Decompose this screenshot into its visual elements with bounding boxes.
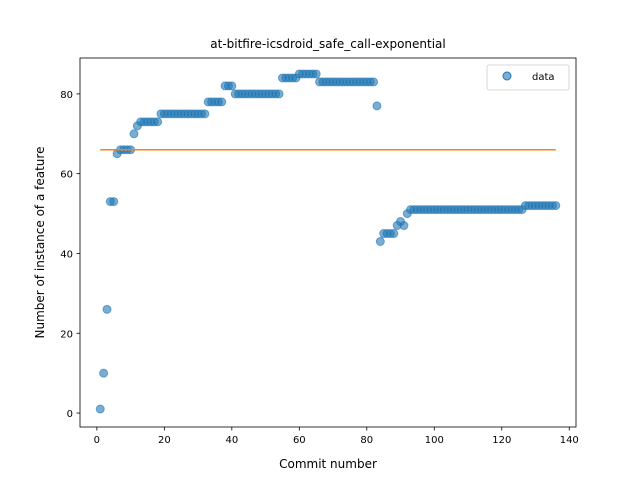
y-tick-label: 20 bbox=[60, 329, 73, 340]
x-tick-label: 80 bbox=[360, 435, 373, 446]
data-point bbox=[102, 304, 112, 314]
ticks: 0 20 40 60 80 100 120 140 0 20 40 60 80 bbox=[60, 90, 579, 446]
data-point bbox=[551, 201, 561, 211]
x-tick-label: 40 bbox=[225, 435, 238, 446]
data-point bbox=[153, 117, 163, 127]
data-point bbox=[227, 81, 237, 91]
data-point bbox=[389, 229, 399, 239]
y-tick-label: 80 bbox=[60, 90, 73, 101]
data-point bbox=[129, 129, 139, 139]
x-tick-label: 20 bbox=[158, 435, 171, 446]
x-tick-label: 140 bbox=[560, 435, 579, 446]
data-point bbox=[109, 197, 119, 207]
data-point bbox=[217, 97, 227, 107]
x-tick-label: 60 bbox=[293, 435, 306, 446]
data-point bbox=[399, 221, 409, 231]
x-axis-label: Commit number bbox=[279, 457, 377, 471]
x-tick-label: 100 bbox=[425, 435, 444, 446]
y-axis-label: Number of instance of a feature bbox=[33, 147, 47, 339]
legend-box bbox=[486, 64, 570, 91]
legend-label-data: data bbox=[532, 72, 555, 83]
x-tick-label: 0 bbox=[94, 435, 100, 446]
axes-frame bbox=[79, 57, 577, 428]
y-tick-label: 40 bbox=[60, 249, 73, 260]
plot-area bbox=[95, 69, 561, 414]
legend: data bbox=[486, 64, 570, 91]
y-tick-label: 60 bbox=[60, 170, 73, 181]
data-point bbox=[99, 368, 109, 378]
data-point bbox=[372, 101, 382, 111]
x-tick-label: 120 bbox=[492, 435, 511, 446]
y-tick-label: 0 bbox=[67, 409, 73, 420]
axes bbox=[79, 57, 577, 428]
data-point bbox=[274, 89, 284, 99]
legend-marker-data bbox=[502, 71, 512, 81]
data-point bbox=[200, 109, 210, 119]
chart-title: at-bitfire-icsdroid_safe_call-exponentia… bbox=[210, 37, 445, 51]
data-point bbox=[311, 69, 321, 79]
data-point bbox=[375, 237, 385, 247]
data-point bbox=[95, 404, 105, 414]
data-point bbox=[369, 77, 379, 87]
